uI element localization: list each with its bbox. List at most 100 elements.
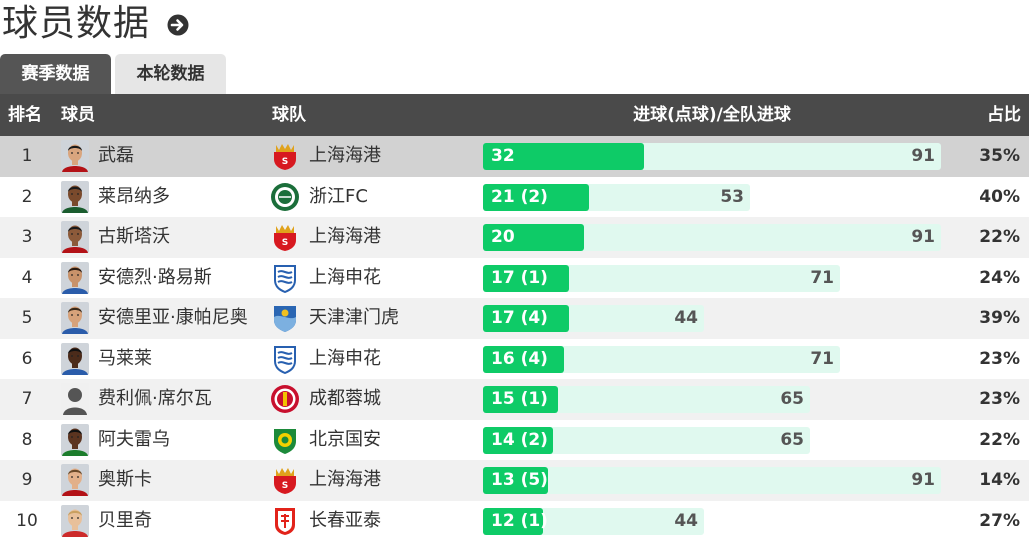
team-name[interactable]: 成都蓉城	[309, 388, 381, 409]
table-row[interactable]: 7 费利佩·席尔瓦 成都蓉城 15 (1) 65 23%	[0, 379, 1029, 420]
player-avatar[interactable]	[61, 180, 89, 213]
player-name[interactable]: 安德烈·路易斯	[98, 266, 212, 288]
team-name[interactable]: 浙江FC	[309, 185, 368, 207]
player-name[interactable]: 武磊	[98, 145, 134, 166]
rank-number: 7	[21, 389, 33, 409]
player-avatar[interactable]	[61, 302, 89, 334]
player-goals-bar: 32	[483, 143, 644, 170]
team-name[interactable]: 长春亚泰	[309, 509, 381, 531]
rank-number: 10	[16, 510, 38, 531]
table-header: 排名 球员 球队 进球(点球)/全队进球 占比	[0, 94, 1029, 136]
player-goals-label: 13 (5)	[491, 470, 548, 490]
rank-number: 1	[21, 146, 33, 166]
team-goals-bar: 21 (2) 53	[483, 183, 750, 211]
team-name[interactable]: 上海申花	[309, 347, 381, 369]
team-logo-icon[interactable]	[270, 384, 300, 414]
player-avatar[interactable]	[61, 342, 89, 375]
team-name[interactable]: 上海海港	[309, 226, 381, 247]
rank-number: 4	[21, 267, 33, 288]
team-goals-total: 71	[810, 267, 834, 288]
player-avatar[interactable]	[61, 261, 89, 294]
team-logo-icon[interactable]: S	[270, 222, 300, 252]
goal-share-pct: 22%	[979, 429, 1020, 450]
player-goals-label: 20	[491, 227, 515, 247]
team-logo-icon[interactable]: S	[270, 465, 300, 495]
table-row[interactable]: 6 马莱莱 上海申花 16 (4) 71 23%	[0, 338, 1029, 379]
svg-text:S: S	[282, 238, 288, 248]
player-goals-bar: 17 (4)	[483, 305, 569, 332]
table-row[interactable]: 9 奥斯卡 S 上海海港 13 (5) 91 14%	[0, 460, 1029, 501]
goal-share-pct: 23%	[979, 348, 1020, 369]
team-logo-icon[interactable]	[270, 263, 300, 293]
player-goals-label: 17 (1)	[491, 267, 548, 288]
team-goals-total: 44	[674, 510, 698, 531]
player-name[interactable]: 阿夫雷乌	[98, 428, 170, 450]
team-logo-icon[interactable]	[270, 344, 300, 374]
team-logo-icon[interactable]	[270, 506, 300, 536]
team-logo-icon[interactable]	[270, 182, 300, 212]
player-name[interactable]: 奥斯卡	[98, 469, 152, 490]
column-header-team[interactable]: 球队	[272, 105, 306, 125]
player-goals-label: 14 (2)	[491, 429, 548, 450]
player-name[interactable]: 安德里亚·康帕尼奥	[98, 307, 248, 328]
rank-number: 2	[21, 186, 33, 207]
rank-number: 9	[21, 470, 33, 490]
column-header-goals[interactable]: 进球(点球)/全队进球	[633, 105, 791, 125]
team-name[interactable]: 天津津门虎	[309, 307, 399, 328]
goal-share-pct: 14%	[979, 470, 1020, 490]
player-avatar[interactable]	[61, 140, 89, 172]
player-name[interactable]: 古斯塔沃	[98, 226, 170, 247]
team-logo-icon[interactable]: S	[270, 141, 300, 171]
player-name[interactable]: 贝里奇	[98, 509, 152, 531]
team-goals-bar: 32 91	[483, 143, 941, 170]
player-goals-bar: 21 (2)	[483, 183, 589, 211]
column-header-player[interactable]: 球员	[61, 105, 95, 125]
player-name[interactable]: 马莱莱	[98, 347, 152, 369]
team-name[interactable]: 上海申花	[309, 266, 381, 288]
team-logo-icon[interactable]	[270, 425, 300, 455]
player-avatar[interactable]	[61, 221, 89, 253]
player-avatar[interactable]	[61, 504, 89, 537]
tab-season-stats[interactable]: 赛季数据	[0, 54, 111, 94]
team-goals-bar: 17 (1) 71	[483, 264, 840, 292]
team-goals-total: 71	[810, 348, 834, 369]
team-name[interactable]: 上海海港	[309, 469, 381, 490]
player-goals-bar: 15 (1)	[483, 386, 558, 413]
goal-share-pct: 35%	[979, 146, 1020, 166]
table-row[interactable]: 3 古斯塔沃 S 上海海港 20 91 22%	[0, 217, 1029, 258]
arrow-right-circle-icon[interactable]	[167, 14, 189, 36]
player-goals-label: 16 (4)	[491, 348, 548, 369]
team-name[interactable]: 上海海港	[309, 145, 381, 166]
table-row[interactable]: 4 安德烈·路易斯 上海申花 17 (1) 71 24%	[0, 257, 1029, 298]
team-goals-total: 91	[911, 470, 935, 490]
table-row[interactable]: 1 武磊 S 上海海港 32 91 35%	[0, 136, 1029, 177]
player-goals-label: 15 (1)	[491, 389, 548, 409]
goal-share-pct: 23%	[979, 389, 1020, 409]
table-row[interactable]: 5 安德里亚·康帕尼奥 天津津门虎 17 (4) 44 39%	[0, 298, 1029, 339]
table-row[interactable]: 10 贝里奇 长春亚泰 12 (1) 44 27%	[0, 500, 1029, 541]
goal-share-pct: 27%	[979, 510, 1020, 531]
player-avatar[interactable]	[61, 383, 89, 415]
team-goals-bar: 16 (4) 71	[483, 345, 840, 373]
goal-share-pct: 22%	[979, 227, 1020, 247]
svg-text:S: S	[282, 157, 288, 167]
team-goals-total: 91	[911, 227, 935, 247]
team-logo-icon[interactable]	[270, 303, 300, 333]
column-header-pct[interactable]: 占比	[987, 105, 1021, 125]
column-header-rank[interactable]: 排名	[8, 105, 42, 125]
player-name[interactable]: 莱昂纳多	[98, 185, 170, 207]
table-row[interactable]: 8 阿夫雷乌 北京国安 14 (2) 65 22%	[0, 419, 1029, 460]
player-goals-bar: 14 (2)	[483, 426, 553, 454]
tab-round-stats[interactable]: 本轮数据	[115, 54, 226, 94]
player-avatar[interactable]	[61, 464, 89, 496]
team-name[interactable]: 北京国安	[309, 428, 381, 450]
team-goals-bar: 20 91	[483, 224, 941, 251]
rank-number: 6	[21, 348, 33, 369]
team-goals-bar: 17 (4) 44	[483, 305, 704, 332]
player-name[interactable]: 费利佩·席尔瓦	[98, 388, 212, 409]
team-goals-total: 65	[780, 389, 804, 409]
team-goals-total: 44	[674, 308, 698, 328]
table-row[interactable]: 2 莱昂纳多 浙江FC 21 (2) 53 40%	[0, 176, 1029, 217]
player-avatar[interactable]	[61, 423, 89, 456]
team-goals-total: 53	[720, 186, 744, 207]
